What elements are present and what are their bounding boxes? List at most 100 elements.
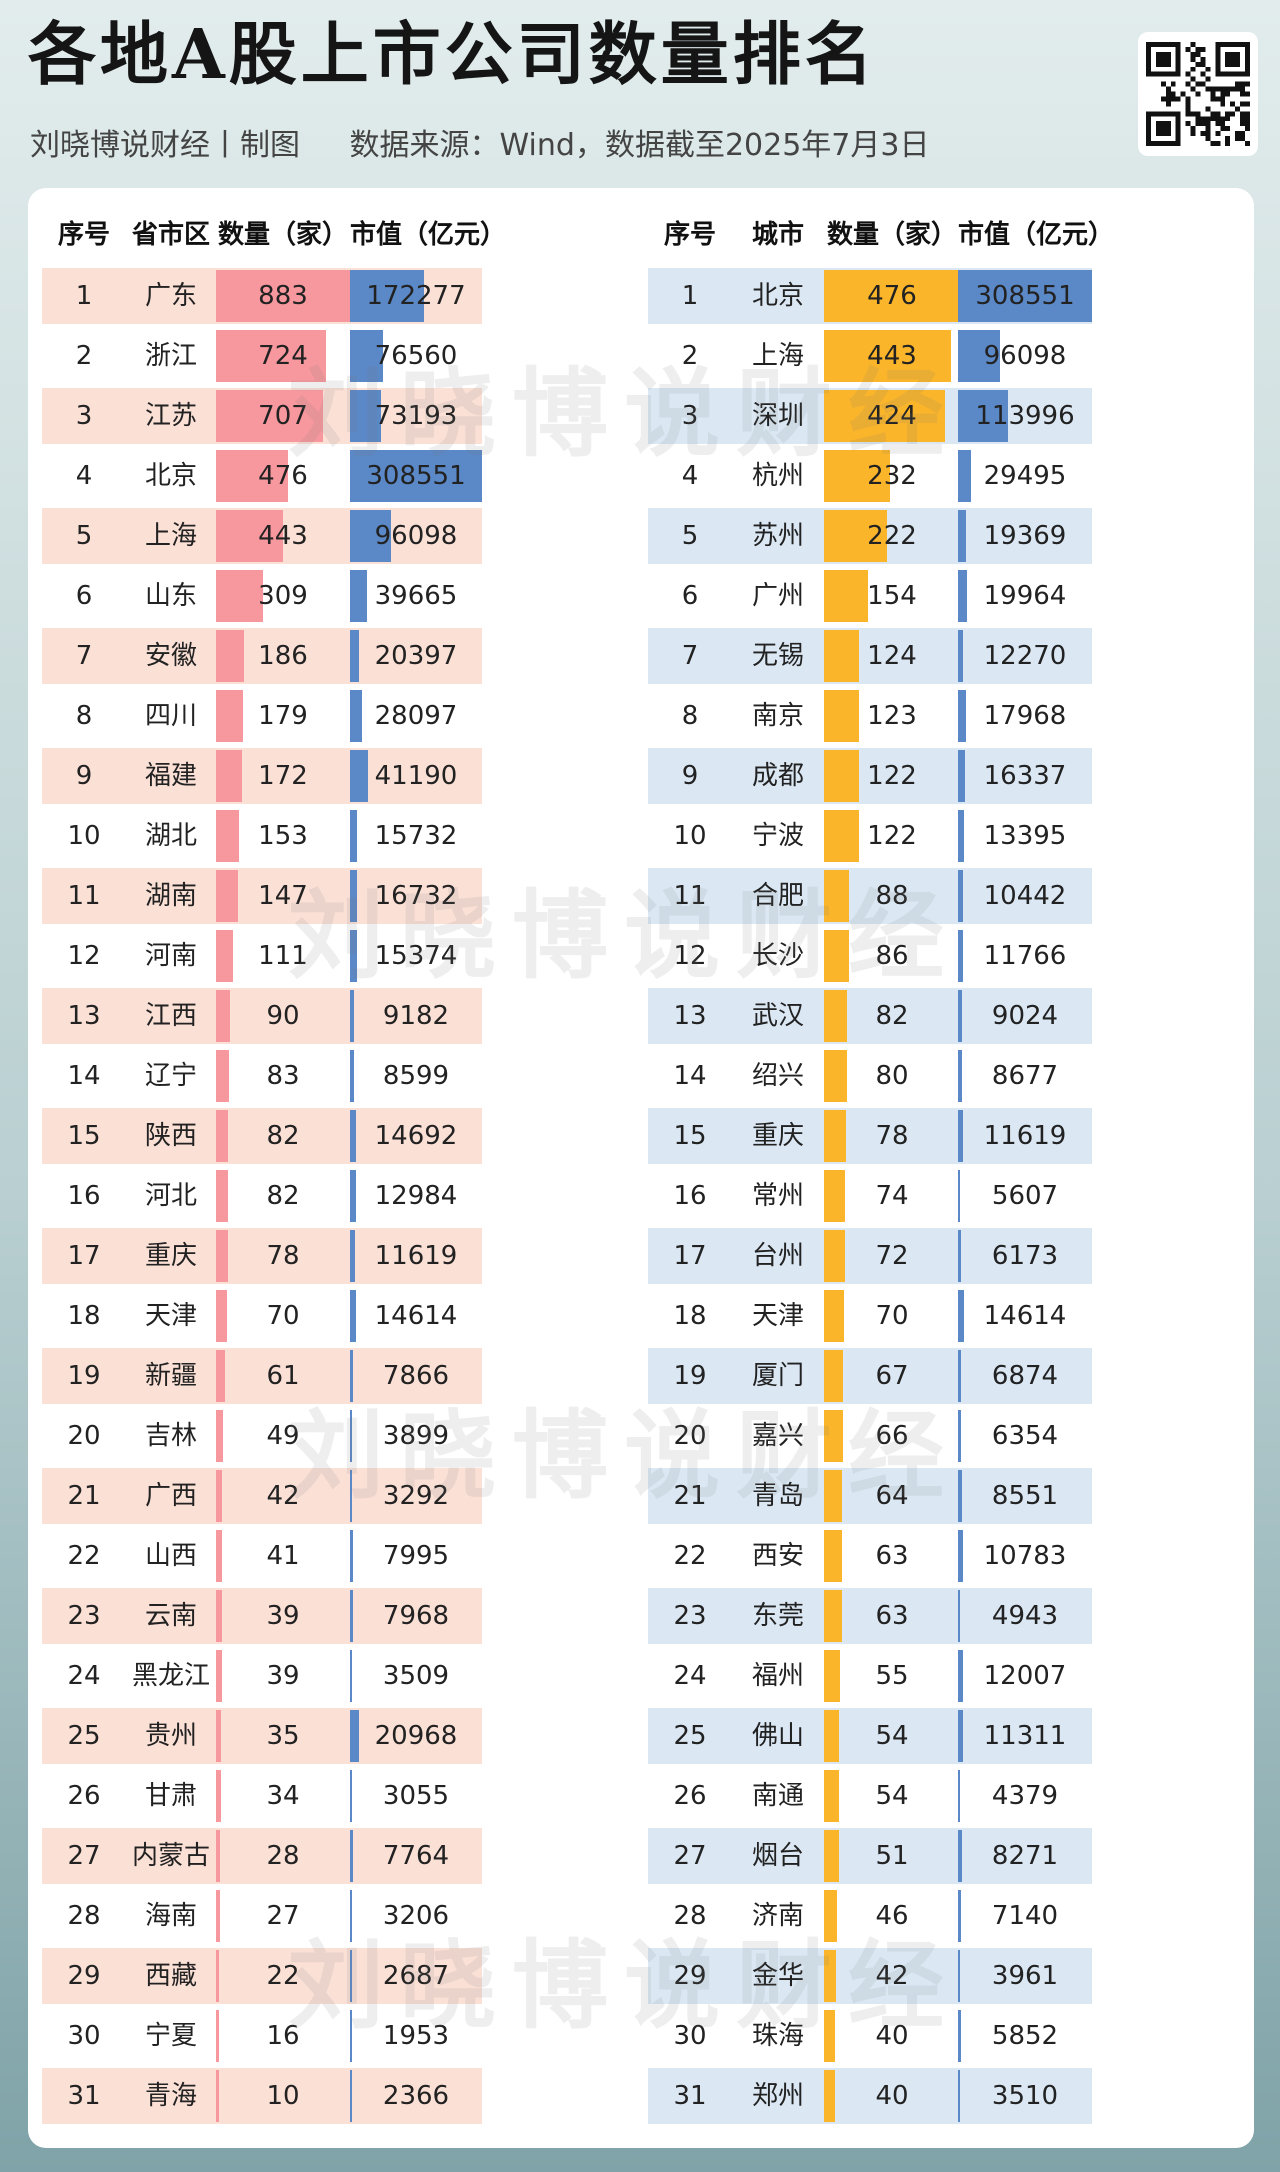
- rank-cell: 30: [67, 2021, 101, 2051]
- count-bar: [216, 2010, 219, 2062]
- value-cell: 3292: [382, 1481, 450, 1511]
- count-bar: [216, 2070, 219, 2122]
- count-cell: 66: [875, 1421, 909, 1451]
- value-bar: [958, 1890, 962, 1942]
- count-cell: 70: [875, 1301, 909, 1331]
- left-table-row: 7 安徽 186 20397: [42, 628, 482, 684]
- value-cell: 11619: [983, 1121, 1067, 1151]
- value-cell: 16732: [374, 881, 458, 911]
- right-table-row: 14 绍兴 80 8677: [648, 1048, 1092, 1104]
- right-table-row: 4 杭州 232 29495: [648, 448, 1092, 504]
- value-cell: 8271: [991, 1841, 1059, 1871]
- value-bar: [958, 1290, 965, 1342]
- value-bar: [958, 870, 963, 922]
- value-cell: 28097: [374, 701, 458, 731]
- count-cell: 51: [875, 1841, 909, 1871]
- value-cell: 96098: [374, 521, 458, 551]
- count-cell: 82: [266, 1181, 300, 1211]
- right-table-row: 20 嘉兴 66 6354: [648, 1408, 1092, 1464]
- name-cell: 江西: [144, 1001, 197, 1031]
- count-cell: 78: [875, 1121, 909, 1151]
- value-cell: 10783: [983, 1541, 1067, 1571]
- count-cell: 153: [258, 821, 308, 851]
- count-bar: [824, 1710, 840, 1762]
- count-bar: [216, 870, 239, 922]
- value-bar: [350, 1830, 354, 1882]
- name-cell: 上海: [144, 521, 197, 551]
- rank-cell: 31: [67, 2081, 101, 2111]
- count-bar: [824, 450, 891, 502]
- count-cell: 63: [875, 1601, 909, 1631]
- count-bar: [824, 990, 848, 1042]
- count-cell: 42: [266, 1481, 300, 1511]
- rank-cell: 4: [681, 461, 699, 491]
- value-bar: [350, 1770, 352, 1822]
- right-table-row: 11 合肥 88 10442: [648, 868, 1092, 924]
- count-bar: [824, 2010, 836, 2062]
- name-cell: 北京: [144, 461, 197, 491]
- count-cell: 122: [867, 761, 917, 791]
- name-cell: 郑州: [751, 2081, 804, 2111]
- rank-cell: 18: [67, 1301, 101, 1331]
- name-cell: 福州: [751, 1661, 804, 1691]
- count-bar: [216, 1290, 227, 1342]
- right-header-1: 城市: [751, 220, 804, 250]
- value-cell: 7968: [382, 1601, 450, 1631]
- count-bar: [824, 1110, 847, 1162]
- count-cell: 724: [258, 341, 308, 371]
- count-cell: 40: [875, 2081, 909, 2111]
- name-cell: 烟台: [751, 1841, 804, 1871]
- name-cell: 安徽: [144, 641, 197, 671]
- value-bar: [958, 750, 966, 802]
- right-table-row: 2 上海 443 96098: [648, 328, 1092, 384]
- name-cell: 云南: [144, 1601, 197, 1631]
- value-bar: [958, 1650, 964, 1702]
- right-header-0: 序号: [663, 220, 716, 250]
- value-cell: 76560: [374, 341, 458, 371]
- rank-cell: 5: [681, 521, 699, 551]
- value-cell: 172277: [366, 281, 466, 311]
- right-table-row: 1 北京 476 308551: [648, 268, 1092, 324]
- left-table-row: 19 新疆 61 7866: [42, 1348, 482, 1404]
- value-bar: [350, 1290, 357, 1342]
- count-cell: 64: [875, 1481, 909, 1511]
- value-bar: [350, 990, 354, 1042]
- count-cell: 78: [266, 1241, 300, 1271]
- name-cell: 广东: [144, 281, 197, 311]
- left-table-row: 3 江苏 707 73193: [42, 388, 482, 444]
- value-bar: [958, 1350, 961, 1402]
- value-cell: 12007: [983, 1661, 1067, 1691]
- left-table-row: 14 辽宁 83 8599: [42, 1048, 482, 1104]
- count-cell: 90: [266, 1001, 300, 1031]
- rank-cell: 15: [67, 1121, 101, 1151]
- value-cell: 8599: [382, 1061, 450, 1091]
- rank-cell: 1: [75, 281, 93, 311]
- table-body: 1 广东 883 172277 2 浙江 724 76560 3 江苏 707 73193 4 北京 476…: [28, 188, 1254, 2148]
- name-cell: 内蒙古: [131, 1841, 210, 1871]
- name-cell: 湖北: [144, 821, 197, 851]
- count-bar: [824, 1230, 845, 1282]
- left-table-row: 27 内蒙古 28 7764: [42, 1828, 482, 1884]
- value-bar: [958, 1590, 961, 1642]
- right-table-row: 13 武汉 82 9024: [648, 988, 1092, 1044]
- right-table-row: 7 无锡 124 12270: [648, 628, 1092, 684]
- value-bar: [350, 510, 392, 562]
- value-bar: [958, 1470, 962, 1522]
- name-cell: 佛山: [751, 1721, 804, 1751]
- rank-cell: 28: [673, 1901, 707, 1931]
- count-cell: 74: [875, 1181, 909, 1211]
- rank-cell: 28: [67, 1901, 101, 1931]
- value-bar: [350, 810, 357, 862]
- rank-cell: 7: [681, 641, 699, 671]
- count-cell: 476: [258, 461, 308, 491]
- value-bar: [350, 2070, 352, 2122]
- value-bar: [958, 450, 971, 502]
- rank-cell: 27: [67, 1841, 101, 1871]
- value-bar: [350, 1650, 352, 1702]
- subtitle-credit: 刘晓博说财经丨制图: [30, 128, 300, 163]
- value-cell: 6354: [991, 1421, 1059, 1451]
- rank-cell: 22: [673, 1541, 707, 1571]
- value-cell: 308551: [366, 461, 466, 491]
- left-table-row: 13 江西 90 9182: [42, 988, 482, 1044]
- rank-cell: 14: [67, 1061, 101, 1091]
